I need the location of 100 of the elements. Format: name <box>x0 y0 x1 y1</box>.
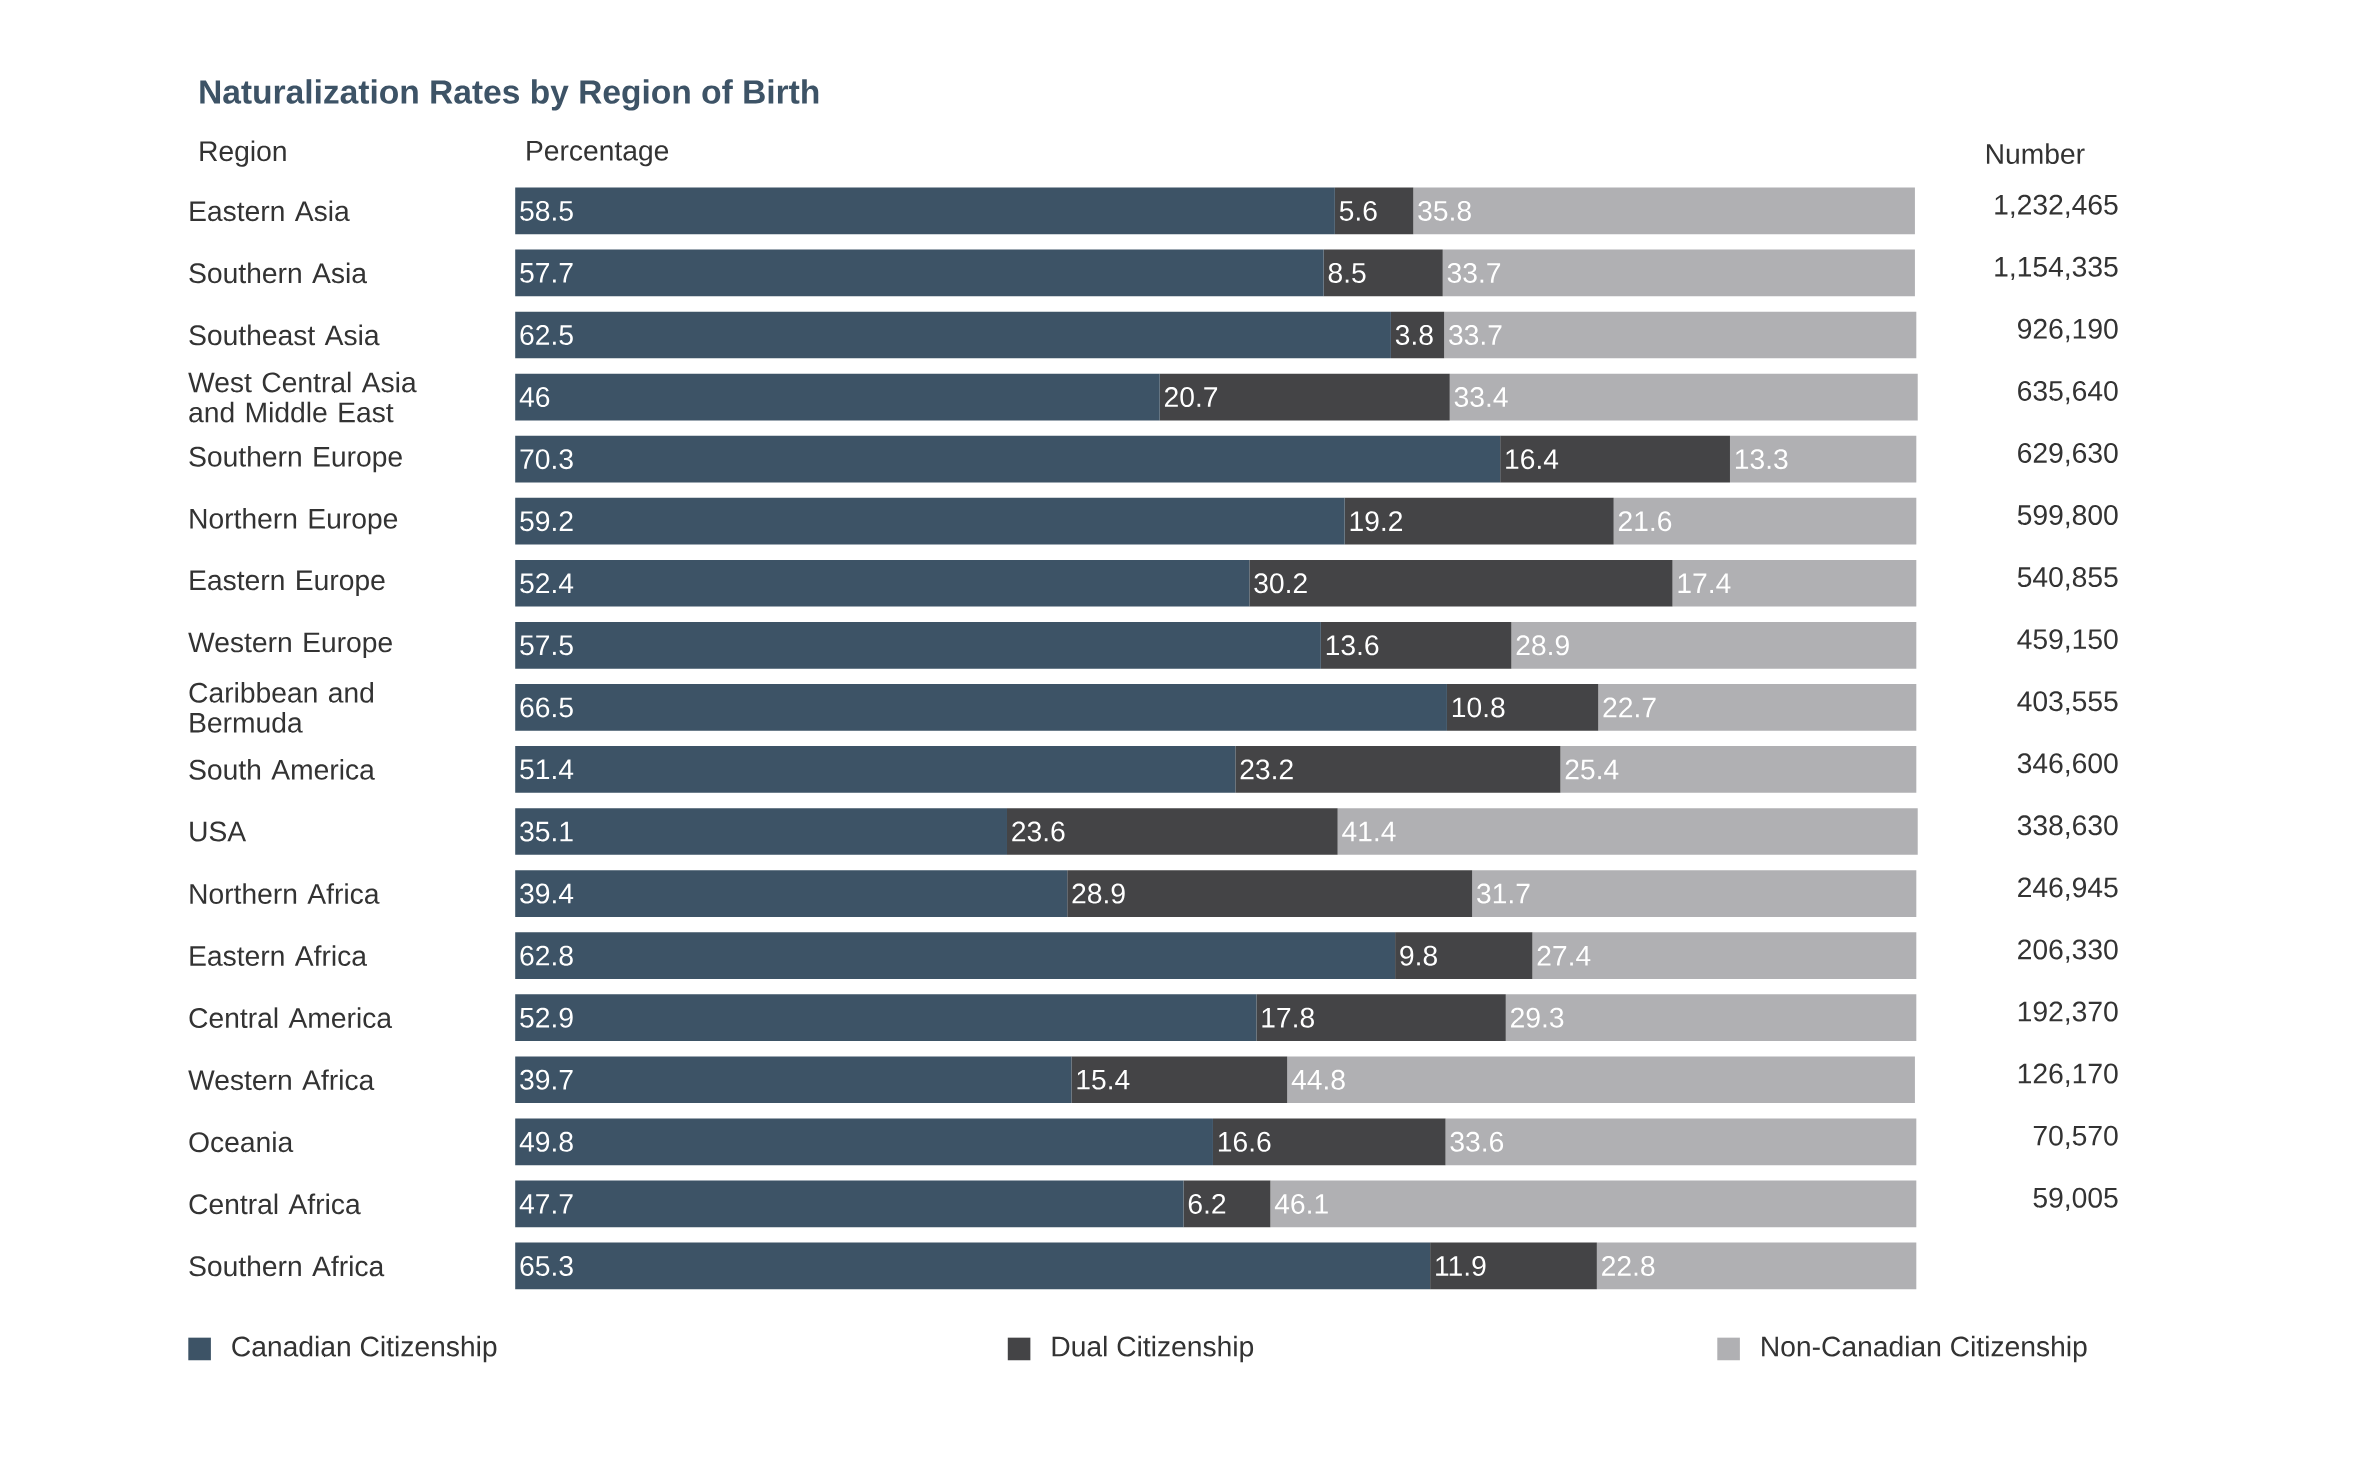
bar <box>515 1118 1213 1166</box>
data-label: 52.4 <box>520 573 574 594</box>
data-label: 9.8 <box>1400 945 1437 966</box>
data-label: 51.4 <box>520 759 574 780</box>
bar <box>515 870 1068 918</box>
bar <box>515 187 1335 235</box>
bar <box>515 994 1257 1042</box>
y-tick-label: Caribbean and Bermuda <box>189 682 374 733</box>
bar <box>515 1180 1184 1228</box>
bar <box>1729 435 1917 483</box>
text: 338,630 <box>2017 815 2118 839</box>
bar <box>1444 311 1917 359</box>
y-tick-label: Oceania <box>189 1131 294 1153</box>
data-label: 22.8 <box>1602 1256 1655 1277</box>
data-label: 62.8 <box>520 945 573 966</box>
data-label: 47.7 <box>519 1194 573 1214</box>
data-label: 30.2 <box>1254 573 1307 594</box>
data-label: 17.4 <box>1678 573 1731 594</box>
text: 926,190 <box>2018 318 2118 343</box>
text: 126,170 <box>2018 1063 2118 1088</box>
data-label: 19.2 <box>1350 511 1403 532</box>
data-label: 6.2 <box>1188 1194 1226 1215</box>
y-tick-label: Eastern Asia <box>190 200 350 222</box>
data-label: 28.9 <box>1516 635 1569 656</box>
bar <box>1212 1118 1446 1166</box>
text: Percentage <box>527 141 669 167</box>
data-label: 62.5 <box>520 325 573 346</box>
data-label: 27.4 <box>1537 945 1591 966</box>
bar <box>1395 932 1533 980</box>
bar <box>1320 622 1512 669</box>
legend-label: Non-Canadian Citizenship <box>1762 1335 2087 1363</box>
data-label: 33.7 <box>1447 263 1501 284</box>
bar <box>515 746 1236 793</box>
data-label: 15.4 <box>1077 1070 1130 1090</box>
y-tick-label: USA <box>190 821 247 842</box>
text: 206,330 <box>2018 939 2118 963</box>
data-label: 33.4 <box>1454 387 1508 408</box>
text: 1,154,335 <box>1995 256 2118 281</box>
bar <box>1334 187 1414 235</box>
data-label: 66.5 <box>520 697 573 718</box>
text: 635,640 <box>2018 381 2118 405</box>
data-label: 10.8 <box>1452 697 1505 718</box>
bar <box>1344 497 1614 545</box>
bar <box>1249 560 1673 607</box>
text: 70,570 <box>2033 1125 2118 1150</box>
data-label: 3.8 <box>1395 325 1433 346</box>
data-label: 16.4 <box>1506 449 1559 470</box>
data-label: 16.6 <box>1218 1131 1271 1152</box>
data-label: 39.4 <box>520 883 574 904</box>
bar <box>1413 187 1915 235</box>
y-tick-label: Southern Africa <box>189 1255 385 1277</box>
data-label: 23.6 <box>1012 821 1065 842</box>
y-tick-label: Northern Africa <box>190 883 380 905</box>
bar <box>1505 994 1917 1042</box>
bar <box>1442 249 1915 297</box>
bar <box>515 435 1501 483</box>
data-label: 52.9 <box>520 1007 573 1028</box>
data-label: 39.7 <box>520 1069 573 1090</box>
data-label: 11.9 <box>1436 1256 1486 1277</box>
bar <box>515 808 1007 855</box>
bar <box>515 311 1391 359</box>
data-label: 35.1 <box>520 821 573 842</box>
text: 1,232,465 <box>1995 194 2118 219</box>
y-tick-label: Central America <box>189 1007 393 1029</box>
bar <box>1235 746 1561 793</box>
data-label: 20.7 <box>1164 387 1218 408</box>
bar <box>1071 1056 1288 1104</box>
data-label: 17.8 <box>1262 1007 1314 1028</box>
bar <box>1337 808 1918 855</box>
data-label: 44.8 <box>1291 1069 1345 1090</box>
bar <box>515 1056 1072 1104</box>
legend-label: Canadian Citizenship <box>232 1335 497 1363</box>
y-tick-label: Western Europe <box>188 632 392 659</box>
bar <box>515 249 1324 297</box>
bar <box>1613 497 1917 545</box>
bar <box>515 622 1321 669</box>
data-label: 57.7 <box>520 263 573 283</box>
bar <box>1159 373 1450 421</box>
data-label: 46 <box>519 387 550 408</box>
text: 246,945 <box>2018 877 2118 901</box>
bar <box>1672 560 1917 607</box>
bar <box>1449 373 1918 421</box>
bar <box>1560 746 1917 793</box>
bar <box>515 932 1396 980</box>
y-tick-label: Southeast Asia <box>189 324 380 346</box>
bar <box>1270 1180 1917 1228</box>
data-label: 22.7 <box>1603 697 1656 718</box>
bar <box>515 1242 1431 1290</box>
bar <box>515 684 1447 731</box>
data-label: 41.4 <box>1342 821 1396 842</box>
data-label: 33.6 <box>1450 1131 1504 1152</box>
y-tick-label: Southern Asia <box>189 262 367 284</box>
bar <box>1532 932 1917 980</box>
data-label: 49.8 <box>519 1131 573 1152</box>
data-label: 5.6 <box>1339 201 1377 222</box>
y-tick-label: West Central Asia and Middle East <box>188 371 417 423</box>
bar <box>1256 994 1506 1042</box>
bar <box>1445 1118 1917 1166</box>
text: 192,370 <box>2018 1001 2118 1025</box>
data-label: 23.2 <box>1240 759 1293 780</box>
